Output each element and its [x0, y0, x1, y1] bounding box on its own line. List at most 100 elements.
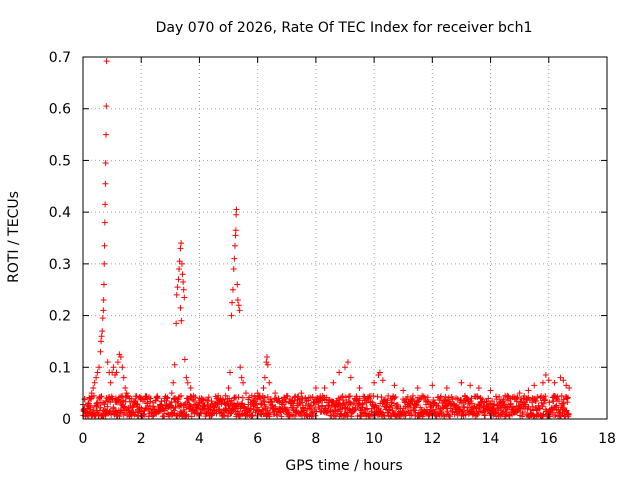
- data-point: [564, 399, 571, 406]
- data-point: [103, 58, 110, 65]
- data-point: [391, 395, 398, 402]
- data-point: [295, 393, 302, 400]
- data-point: [342, 364, 348, 371]
- data-point: [187, 402, 194, 409]
- data-point: [400, 387, 407, 394]
- data-point: [184, 379, 191, 386]
- data-point: [98, 338, 105, 345]
- data-point: [545, 377, 552, 384]
- data-point: [542, 393, 549, 400]
- x-tick-label: 10: [365, 431, 383, 447]
- data-point: [530, 412, 537, 419]
- data-point: [213, 395, 220, 402]
- data-point: [542, 372, 549, 379]
- data-point: [261, 374, 268, 381]
- data-point: [240, 379, 247, 386]
- data-point: [190, 392, 197, 399]
- data-point: [170, 395, 177, 402]
- data-point: [98, 393, 105, 400]
- data-point: [381, 412, 388, 419]
- data-point: [442, 393, 449, 400]
- data-point: [275, 395, 282, 402]
- data-point: [177, 245, 184, 252]
- data-point: [253, 400, 260, 407]
- data-point: [197, 410, 204, 417]
- data-point: [100, 297, 107, 304]
- data-point: [485, 395, 492, 402]
- data-point: [551, 379, 558, 386]
- data-point: [286, 413, 293, 420]
- data-point: [235, 394, 242, 401]
- data-point: [178, 240, 185, 247]
- data-point: [221, 412, 228, 419]
- data-point: [146, 394, 153, 401]
- data-point: [102, 180, 109, 187]
- data-point: [161, 395, 168, 402]
- data-point: [248, 412, 255, 419]
- data-point: [429, 382, 436, 389]
- data-point: [479, 396, 486, 403]
- data-point: [239, 400, 246, 407]
- data-point: [410, 406, 417, 413]
- data-point: [84, 410, 91, 417]
- data-point: [171, 361, 178, 368]
- data-point: [166, 413, 173, 420]
- data-point: [424, 394, 431, 401]
- data-point: [309, 394, 316, 401]
- data-point: [335, 406, 342, 413]
- data-point: [87, 404, 94, 411]
- data-point: [181, 356, 188, 363]
- data-point: [557, 374, 564, 381]
- data-point: [237, 364, 244, 371]
- data-point: [178, 317, 185, 324]
- data-point: [220, 397, 227, 404]
- data-point: [558, 392, 565, 399]
- data-point: [412, 410, 419, 417]
- data-point: [120, 403, 127, 410]
- data-point: [546, 413, 553, 420]
- data-point: [416, 396, 423, 403]
- data-point: [102, 131, 109, 138]
- data-points: [80, 58, 573, 420]
- data-point: [112, 372, 119, 379]
- data-point: [556, 398, 563, 405]
- data-point: [414, 384, 421, 391]
- data-point: [517, 395, 524, 402]
- data-point: [101, 242, 108, 249]
- data-point: [110, 364, 117, 371]
- data-point: [238, 374, 245, 381]
- data-point: [414, 397, 421, 404]
- data-point: [282, 399, 289, 406]
- data-point: [292, 408, 299, 415]
- data-point: [234, 281, 241, 288]
- data-point: [177, 304, 184, 311]
- data-point: [102, 160, 109, 167]
- data-point: [454, 395, 461, 402]
- data-point: [82, 408, 89, 415]
- data-point: [496, 393, 503, 400]
- data-point: [116, 413, 123, 420]
- data-point: [196, 395, 203, 402]
- data-point: [365, 394, 372, 401]
- data-point: [147, 395, 154, 402]
- data-point: [312, 384, 319, 391]
- data-point: [278, 413, 285, 420]
- data-point: [264, 393, 271, 400]
- data-point: [464, 404, 471, 411]
- data-point: [407, 402, 414, 409]
- data-point: [460, 403, 467, 410]
- data-point: [516, 390, 523, 397]
- data-point: [229, 299, 236, 306]
- data-point: [168, 390, 175, 397]
- data-point: [97, 393, 104, 400]
- data-point: [134, 400, 141, 407]
- data-point: [519, 409, 526, 416]
- data-point: [172, 394, 179, 401]
- axes: 0 2 4 6 8 10 12 14 16 18 0 0.1 0.2 0.3 0.4 0.5 0.6 0.7: [49, 50, 616, 447]
- data-point: [375, 372, 382, 379]
- data-point: [107, 379, 114, 386]
- data-point: [104, 359, 111, 366]
- data-point: [180, 286, 187, 293]
- data-point: [104, 403, 111, 410]
